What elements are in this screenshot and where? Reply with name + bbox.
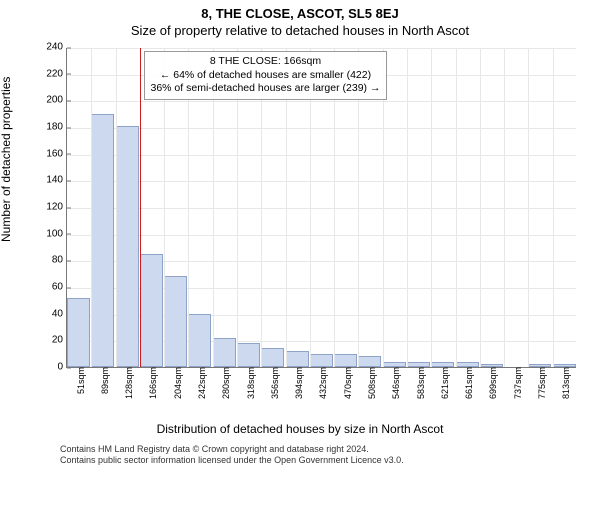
footer-line-1: Contains HM Land Registry data © Crown c… [60, 444, 592, 455]
footer-line-2: Contains public sector information licen… [60, 455, 592, 466]
y-tick: 240 [46, 42, 67, 53]
gridline-v [91, 48, 92, 367]
x-tick: 356sqm [266, 367, 280, 399]
annotation-line-1: 8 THE CLOSE: 166sqm [151, 55, 381, 69]
y-tick: 140 [46, 175, 67, 186]
footer-attribution: Contains HM Land Registry data © Crown c… [0, 442, 600, 467]
gridline-v [431, 48, 432, 367]
y-tick: 220 [46, 68, 67, 79]
y-tick: 60 [52, 282, 67, 293]
x-tick: 432sqm [314, 367, 328, 399]
reference-line [140, 48, 141, 367]
histogram-bar [334, 354, 357, 367]
gridline-v [553, 48, 554, 367]
histogram-bar [237, 343, 260, 367]
x-tick: 318sqm [242, 367, 256, 399]
x-tick: 508sqm [363, 367, 377, 399]
x-tick: 470sqm [339, 367, 353, 399]
x-tick: 394sqm [290, 367, 304, 399]
plot-area: 02040608010012014016018020022024051sqm89… [66, 48, 576, 368]
x-tick: 661sqm [460, 367, 474, 399]
y-tick: 20 [52, 335, 67, 346]
x-tick: 813sqm [557, 367, 571, 399]
histogram-bar [188, 314, 211, 367]
x-tick: 546sqm [387, 367, 401, 399]
chart-container: Number of detached properties 0204060801… [0, 42, 600, 442]
x-tick: 280sqm [217, 367, 231, 399]
gridline-h [67, 155, 576, 156]
annotation-line-3: 36% of semi-detached houses are larger (… [151, 82, 381, 96]
histogram-bar [261, 348, 284, 367]
x-tick: 775sqm [533, 367, 547, 399]
x-tick: 128sqm [120, 367, 134, 399]
x-axis-label: Distribution of detached houses by size … [0, 422, 600, 436]
x-tick: 89sqm [96, 367, 110, 394]
chart-title-sub: Size of property relative to detached ho… [0, 23, 600, 38]
histogram-bar [310, 354, 333, 367]
gridline-h [67, 48, 576, 49]
x-tick: 242sqm [193, 367, 207, 399]
y-tick: 100 [46, 228, 67, 239]
x-tick: 583sqm [412, 367, 426, 399]
x-tick: 699sqm [484, 367, 498, 399]
histogram-bar [164, 276, 187, 367]
gridline-v [504, 48, 505, 367]
histogram-bar [91, 114, 114, 367]
y-tick: 180 [46, 122, 67, 133]
histogram-bar [67, 298, 90, 367]
y-tick: 80 [52, 255, 67, 266]
histogram-bar [286, 351, 309, 367]
gridline-h [67, 235, 576, 236]
gridline-h [67, 181, 576, 182]
x-tick: 51sqm [72, 367, 86, 394]
histogram-bar [140, 254, 163, 367]
y-tick: 0 [57, 362, 67, 373]
histogram-bar [358, 356, 381, 367]
gridline-v [480, 48, 481, 367]
x-tick: 204sqm [169, 367, 183, 399]
gridline-v [456, 48, 457, 367]
y-tick: 120 [46, 202, 67, 213]
gridline-v [116, 48, 117, 367]
gridline-h [67, 128, 576, 129]
gridline-h [67, 208, 576, 209]
x-tick: 621sqm [436, 367, 450, 399]
histogram-bar [116, 126, 139, 367]
gridline-v [528, 48, 529, 367]
y-tick: 40 [52, 308, 67, 319]
annotation-line-2: ← 64% of detached houses are smaller (42… [151, 69, 381, 83]
annotation-box: 8 THE CLOSE: 166sqm← 64% of detached hou… [144, 51, 388, 100]
gridline-h [67, 101, 576, 102]
gridline-v [407, 48, 408, 367]
x-tick: 737sqm [509, 367, 523, 399]
y-tick: 200 [46, 95, 67, 106]
y-tick: 160 [46, 148, 67, 159]
chart-title-main: 8, THE CLOSE, ASCOT, SL5 8EJ [0, 6, 600, 21]
histogram-bar [213, 338, 236, 367]
y-axis-label: Number of detached properties [0, 77, 13, 242]
x-tick: 166sqm [144, 367, 158, 399]
